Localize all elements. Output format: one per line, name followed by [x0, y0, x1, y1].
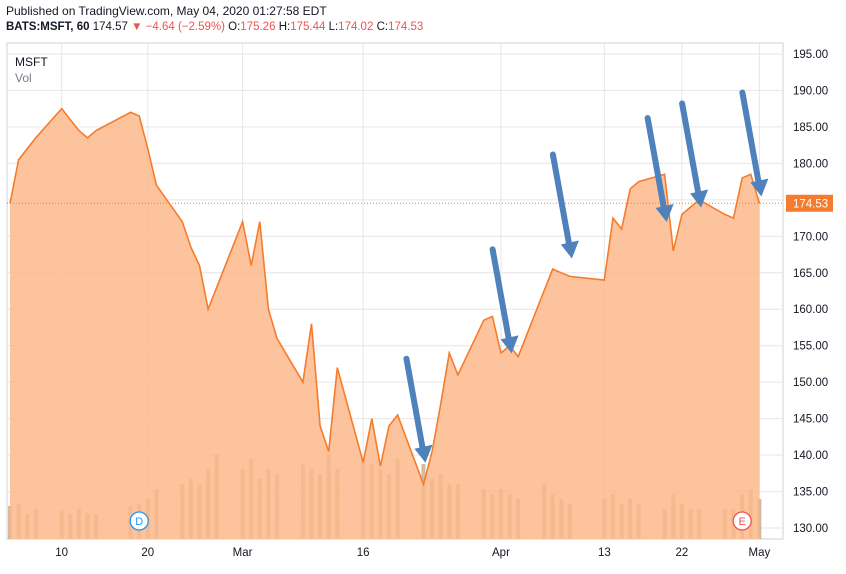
y-tick-label: 190.00	[793, 85, 828, 97]
down-arrow-icon	[489, 246, 513, 347]
event-marker-label: D	[135, 516, 143, 528]
x-tick-label: Apr	[492, 547, 510, 559]
last-price-badge	[786, 194, 833, 212]
high-label: H:	[278, 21, 291, 33]
y-tick-label: 165.00	[793, 268, 828, 280]
y-tick-label: 150.00	[793, 377, 828, 389]
arrow-head-icon	[414, 444, 433, 463]
down-arrow-icon	[644, 115, 668, 216]
arrow-head-icon	[750, 178, 769, 197]
event-marker[interactable]	[129, 511, 149, 531]
arrow-head-icon	[655, 204, 674, 223]
close-value: 174.53	[388, 21, 424, 33]
y-tick-label: 135.00	[793, 487, 828, 499]
down-arrow-icon	[739, 89, 763, 190]
y-tick-label: 155.00	[793, 341, 828, 353]
x-tick-label: 10	[55, 547, 68, 559]
legend-vol: Vol	[15, 71, 32, 85]
close-label: C:	[376, 21, 389, 33]
legend-symbol: MSFT	[15, 55, 48, 69]
x-tick-label: 13	[598, 547, 611, 559]
last-price: 174.57	[92, 21, 128, 33]
low-value: 174.02	[338, 21, 374, 33]
event-marker-label: E	[738, 516, 745, 528]
high-value: 175.44	[290, 21, 326, 33]
published-info: Published on TradingView.com, May 04, 20…	[6, 4, 327, 18]
y-tick-label: 140.00	[793, 450, 828, 462]
y-tick-label: 160.00	[793, 304, 828, 316]
open-value: 175.26	[240, 21, 276, 33]
y-tick-label: 185.00	[793, 122, 828, 134]
event-marker[interactable]	[732, 511, 752, 531]
low-label: L:	[328, 21, 339, 33]
x-tick-label: 20	[141, 547, 154, 559]
y-tick-label: 195.00	[793, 49, 828, 61]
x-tick-label: 22	[675, 547, 688, 559]
y-tick-label: 170.00	[793, 231, 828, 243]
arrow-head-icon	[560, 240, 579, 259]
down-arrow-icon	[679, 100, 703, 201]
price-line[interactable]	[9, 107, 761, 487]
price-area	[10, 108, 760, 539]
price-change: ▼ −4.64 (−2.59%)	[131, 21, 225, 33]
last-price-label: 174.53	[793, 198, 828, 210]
arrow-head-icon	[690, 189, 709, 208]
x-tick-label: May	[749, 547, 771, 559]
down-arrow-icon	[549, 151, 573, 252]
y-tick-label: 180.00	[793, 158, 828, 170]
open-label: O:	[228, 21, 241, 33]
y-tick-label: 145.00	[793, 414, 828, 426]
arrow-head-icon	[500, 335, 519, 354]
x-tick-label: 16	[357, 547, 370, 559]
symbol-label[interactable]: BATS:MSFT, 60	[6, 21, 90, 33]
x-tick-label: Mar	[233, 547, 253, 559]
y-tick-label: 130.00	[793, 523, 828, 535]
quote-line: BATS:MSFT, 60 174.57 ▼ −4.64 (−2.59%) O:…	[6, 21, 423, 33]
down-arrow-icon	[403, 355, 427, 456]
